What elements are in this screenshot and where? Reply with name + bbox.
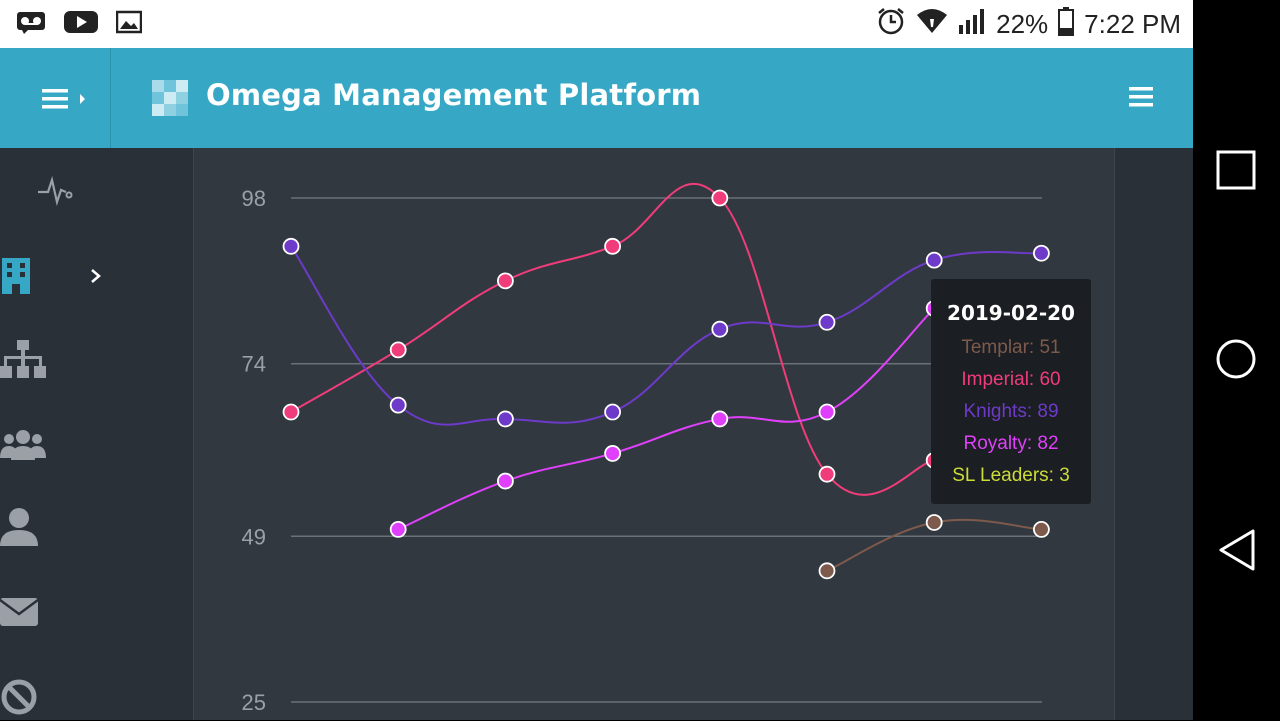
sidebar-toggle-button[interactable] [0,48,111,148]
data-point-knights[interactable] [818,313,836,331]
logo-icon [152,80,188,116]
data-point-imperial[interactable] [818,465,836,483]
data-point-templar[interactable] [925,514,943,531]
users-icon [0,430,46,460]
home-icon[interactable] [1215,338,1257,380]
status-bar: 22% 7:22 PM [0,0,1193,48]
battery-icon [1058,6,1075,43]
data-point-knights[interactable] [604,403,621,421]
data-point-knights[interactable] [496,410,514,428]
app-title: Omega Management Platform [206,78,702,112]
back-icon[interactable] [1217,528,1257,572]
battery-percent: 22% [996,9,1049,39]
chart-tooltip: 2019-02-20 Templar: 51 Imperial: 60 Knight… [931,279,1091,504]
voicemail-icon [16,10,46,39]
data-point-templar[interactable] [818,562,836,580]
app-header: Omega Management Platform [0,48,1193,148]
y-tick-label: 74 [242,352,266,377]
data-point-royalty[interactable] [604,445,621,462]
sidebar [0,148,112,720]
tooltip-row: Imperial: 60 [961,369,1061,390]
alarm-icon [876,6,906,43]
series-line-royalty [397,307,935,531]
image-icon [115,10,143,39]
data-point-knights[interactable] [389,396,407,414]
series-line-knights [290,245,1042,426]
user-icon [0,508,38,546]
data-point-royalty[interactable] [818,403,836,421]
building-icon [2,258,30,294]
sitemap-icon [0,340,46,378]
data-point-royalty[interactable] [389,520,407,538]
clock: 7:22 PM [1084,9,1181,39]
sidebar-item-building[interactable] [0,256,111,296]
sidebar-item-user[interactable] [0,508,38,551]
tooltip-row: Knights: 89 [963,401,1059,422]
data-point-royalty[interactable] [496,472,514,490]
chevron-right-icon [91,269,101,283]
tooltip-row: Royalty: 82 [963,433,1059,454]
sidebar-item-sitemap[interactable] [0,340,46,385]
data-point-knights[interactable] [711,320,729,338]
signal-icon [958,7,986,42]
data-point-templar[interactable] [1033,520,1050,538]
youtube-icon [64,10,98,39]
data-point-knights[interactable] [925,251,943,269]
data-point-imperial[interactable] [604,237,621,255]
tooltip-row: SL Leaders: 3 [952,465,1070,486]
envelope-icon [0,598,39,626]
data-point-imperial[interactable] [389,341,407,359]
y-tick-label: 98 [242,186,266,211]
hamburger-icon [1129,87,1153,107]
y-tick-label: 25 [242,690,266,715]
header-menu-button[interactable] [1129,86,1153,113]
menu-caret-icon [42,89,85,109]
sidebar-item-users[interactable] [0,430,46,465]
android-nav-bar [1193,0,1280,720]
data-point-imperial[interactable] [711,189,729,207]
activity-icon [38,175,73,207]
wifi-icon [916,7,948,42]
recents-icon[interactable] [1216,150,1256,190]
data-point-knights[interactable] [282,237,300,255]
data-point-imperial[interactable] [282,403,300,421]
tooltip-row: Templar: 51 [961,337,1061,358]
data-point-imperial[interactable] [496,272,514,290]
sidebar-item-activity[interactable] [38,175,74,211]
tooltip-date: 2019-02-20 [947,301,1075,325]
sidebar-item-ban[interactable] [0,678,38,721]
data-point-knights[interactable] [1033,244,1050,262]
ban-icon [1,679,37,715]
data-point-royalty[interactable] [711,410,729,428]
y-tick-label: 49 [242,524,266,549]
sidebar-item-envelope[interactable] [0,598,39,631]
